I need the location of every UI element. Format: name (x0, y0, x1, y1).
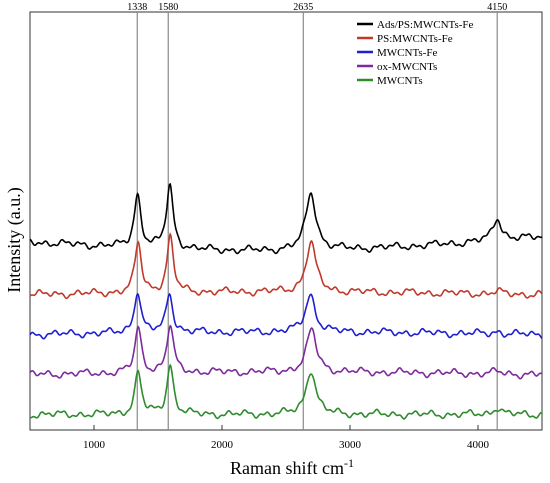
reference-label-2635: 2635 (293, 2, 313, 13)
legend-label-0: Ads/PS:MWCNTs-Fe (377, 19, 474, 31)
series-line-mwcnts-fe (29, 292, 543, 340)
x-tick-label-2000: 2000 (211, 439, 234, 451)
plot-frame (29, 11, 543, 431)
x-tick-label-4000: 4000 (467, 439, 490, 451)
legend-label-3: ox-MWCNTs (377, 61, 437, 73)
series-line-ox-mwcnts (29, 324, 543, 380)
series-line-ps-mwcnts-fe (29, 232, 543, 300)
x-tick-label-3000: 3000 (339, 439, 362, 451)
x-axis-ticks: 1000 2000 3000 4000 (83, 425, 490, 451)
reference-label-1338: 1338 (127, 2, 147, 13)
legend: Ads/PS:MWCNTs-Fe PS:MWCNTs-Fe MWCNTs-Fe ox-… (357, 19, 474, 87)
y-axis-label: Intensity (a.u.) (4, 187, 25, 292)
x-tick-label-1000: 1000 (83, 439, 106, 451)
reference-label-1580: 1580 (158, 2, 178, 13)
x-axis-label: Raman shift cm-1 (230, 456, 354, 478)
reference-label-4150: 4150 (487, 2, 507, 13)
legend-label-2: MWCNTs-Fe (377, 47, 437, 59)
legend-label-4: MWCNTs (377, 75, 423, 87)
legend-label-1: PS:MWCNTs-Fe (377, 33, 453, 45)
series-line-ads-ps-mwcnts-fe (29, 182, 543, 255)
series-lines (29, 182, 543, 420)
series-line-mwcnts (29, 363, 543, 420)
x-axis-label-superscript: -1 (344, 456, 354, 470)
reference-lines: 1338 1580 2635 4150 (127, 2, 507, 430)
